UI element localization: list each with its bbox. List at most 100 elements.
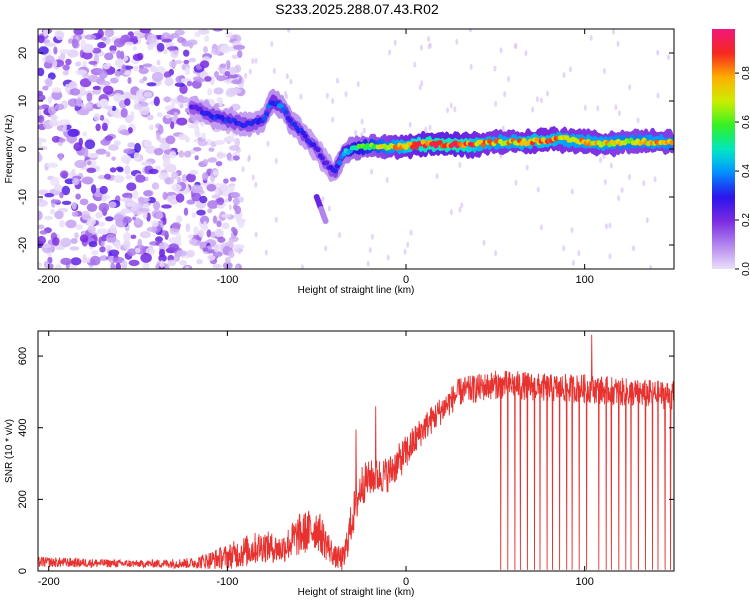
noise-blob (145, 145, 157, 154)
noise-blob (139, 29, 151, 34)
noise-blob (101, 196, 107, 202)
noise-blob (237, 50, 243, 59)
noise-blob (104, 29, 115, 38)
noise-blob (244, 72, 248, 79)
noise-blob (45, 77, 53, 88)
noise-blob (132, 45, 137, 51)
noise-blob (370, 233, 374, 240)
noise-blob (170, 33, 180, 39)
ridge-blob (279, 103, 285, 109)
noise-blob (194, 155, 199, 161)
noise-blob (49, 208, 56, 215)
noise-blob (101, 122, 108, 132)
noise-blob (166, 46, 179, 51)
noise-blob (188, 238, 198, 246)
noise-blob (38, 35, 45, 44)
noise-blob (137, 238, 143, 249)
noise-blob (123, 148, 135, 155)
noise-blob (191, 212, 197, 218)
noise-blob (82, 51, 93, 60)
noise-blob (230, 191, 241, 199)
noise-blob (162, 217, 167, 225)
noise-blob (468, 29, 472, 33)
noise-blob (141, 161, 152, 167)
noise-blob (151, 182, 160, 190)
noise-blob (135, 174, 146, 183)
noise-blob (241, 166, 245, 173)
noise-blob (61, 185, 71, 196)
noise-blob (219, 63, 227, 69)
noise-blob (99, 255, 109, 261)
noise-blob (48, 119, 60, 127)
noise-blob (38, 67, 45, 77)
noise-blob (58, 137, 66, 143)
noise-blob (186, 80, 193, 87)
noise-blob (68, 81, 76, 89)
noise-blob (186, 173, 196, 183)
noise-blob (176, 250, 188, 257)
noise-blob (458, 162, 462, 168)
noise-blob (449, 102, 453, 109)
noise-blob (104, 173, 111, 180)
x-tick-label: -200 (38, 576, 60, 588)
noise-blob (171, 222, 181, 230)
noise-blob (122, 91, 132, 101)
x-axis-label: Height of straight line (km) (298, 285, 415, 296)
noise-blob (176, 176, 182, 184)
noise-blob (217, 236, 226, 243)
noise-blob (50, 114, 59, 121)
noise-blob (84, 139, 96, 150)
noise-blob (178, 133, 188, 140)
noise-blob (105, 216, 114, 222)
noise-blob (212, 29, 223, 32)
noise-blob (96, 228, 109, 235)
noise-blob (228, 239, 234, 248)
x-tick-label: -100 (216, 274, 238, 286)
noise-blob (88, 60, 98, 65)
noise-blob (183, 207, 189, 216)
noise-blob (67, 128, 79, 137)
snr-frame (37, 330, 675, 572)
noise-blob (514, 179, 518, 186)
noise-blob (164, 77, 174, 87)
noise-blob (73, 142, 83, 152)
noise-blob (187, 234, 194, 239)
noise-blob (221, 213, 231, 218)
noise-blob (151, 220, 159, 228)
noise-blob (356, 81, 360, 88)
noise-blob (186, 199, 196, 205)
noise-blob (59, 170, 69, 179)
noise-blob (188, 42, 194, 49)
noise-blob (117, 167, 124, 173)
noise-blob (210, 231, 216, 239)
noise-blob (142, 63, 153, 68)
noise-blob (225, 257, 231, 264)
noise-blob (251, 174, 255, 181)
x-tick-label: 0 (403, 274, 409, 286)
noise-blob (338, 232, 342, 238)
noise-blob (38, 152, 42, 162)
noise-blob (45, 55, 55, 64)
noise-blob (237, 220, 245, 228)
noise-blob (54, 210, 64, 220)
noise-blob (539, 224, 543, 231)
noise-blob (146, 82, 157, 87)
noise-blob (124, 165, 131, 175)
noise-blob (191, 184, 203, 194)
noise-blob (229, 184, 235, 193)
noise-blob (110, 77, 119, 84)
noise-blob (113, 175, 125, 183)
colorbar (712, 29, 735, 269)
noise-blob (170, 121, 175, 130)
noise-blob (76, 109, 89, 116)
noise-blob (62, 64, 70, 71)
noise-blob (51, 90, 63, 101)
noise-blob (193, 226, 199, 236)
ridge-blob (319, 155, 325, 161)
noise-blob (446, 107, 450, 114)
noise-blob (120, 154, 132, 164)
noise-blob (617, 195, 621, 202)
noise-blob (458, 206, 462, 213)
noise-blob (568, 66, 572, 73)
